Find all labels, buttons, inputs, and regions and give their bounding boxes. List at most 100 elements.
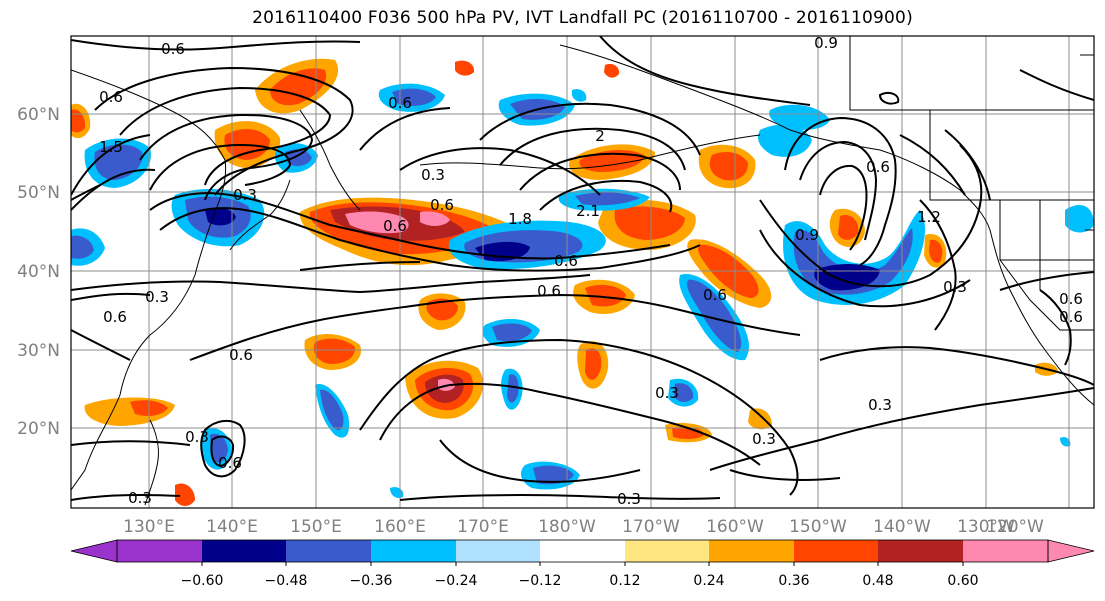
colorbar-extend-low [70,539,118,563]
negative-anomaly-patch-4-inner [533,465,574,485]
colorbar-tick-label: −0.36 [350,573,393,589]
contour-label: 0.3 [752,430,776,448]
contour-label: 0.6 [218,454,242,472]
negative-anomaly-patch-8 [1065,205,1094,233]
aleutians [419,134,761,170]
latitude-label: 20°N [17,419,60,439]
positive-anomaly-patch-7 [175,483,195,506]
negative-anomaly-north-1-inner [392,88,436,106]
negative-anomaly-165w-inner [687,279,742,352]
negative-anomaly-patch-5-inner [210,433,228,463]
colorbar-segment [963,540,1048,562]
latitude-label: 60°N [17,105,60,125]
contour-label: 1.5 [99,138,123,156]
longitude-label: 170°E [457,517,509,537]
negative-anomaly-patch-6 [769,104,830,130]
longitude-label: 180°W [538,517,596,537]
positive-anomaly-east-core [614,206,685,240]
contour-label: 0.6 [430,196,454,214]
negative-anomaly-patch-7-inner [674,383,694,402]
latitude-labels: 60°N 50°N 40°N 30°N 20°N [17,105,60,439]
contour-label: 0.9 [814,34,838,52]
colorbar: −0.60 −0.48 −0.36 −0.24 −0.12 0.12 0.24 0.36 0.4… [70,539,1095,589]
latitude-label: 30°N [17,341,60,361]
contour-label: 0.6 [866,158,890,176]
contour-label: 0.6 [537,282,561,300]
colorbar-segment [117,540,202,562]
colorbar-tick-label: 0.24 [693,573,724,589]
pv-contours [71,36,1094,501]
contour-label: 0.6 [229,346,253,364]
negative-anomaly-150e-inner [285,149,312,166]
contour-label: 0.3 [233,186,257,204]
positive-anomaly-patch-8 [748,408,772,430]
negative-anomaly-north-inner [575,192,640,206]
contour-label: 0.6 [1059,308,1083,326]
positive-anomaly-patch-3-core [585,348,602,380]
map-frame [70,35,1095,509]
colorbar-tick-label: −0.12 [519,573,562,589]
colorbar-segment [878,540,963,562]
contour-labels: 0.60.6 0.61.50.31.8 2.10.60.60.90.61.20.3 0… [99,34,1083,508]
negative-anomaly-patch-10 [390,487,404,498]
longitude-labels: 130°E 140°E 150°E 160°E 170°E 180°W 170°W 160°W… [123,517,1044,537]
positive-anomaly-145w-core [838,214,859,240]
longitude-label: 120°W [986,517,1044,537]
colorbar-segment [794,540,878,562]
longitude-label: 150°E [290,517,342,537]
na-west-coast [989,229,1094,406]
contour-label: 0.9 [795,226,819,244]
contour-label: 0.3 [128,489,152,507]
longitude-label: 150°W [789,517,847,537]
longitude-label: 160°E [374,517,426,537]
longitude-label: 170°W [622,517,680,537]
negative-anomaly-patch-3-inner [320,389,344,430]
contour-label: 2 [595,127,605,145]
colorbar-segment [456,540,540,562]
contour-label: 0.3 [421,166,445,184]
positive-anomaly-max [345,211,409,234]
negative-anomaly-west-edge-inner [71,235,94,259]
map-title: 2016110400 F036 500 hPa PV, IVT Landfall… [252,8,913,28]
positive-anomaly-max-2 [420,211,450,226]
kamchatka [299,109,361,211]
longitude-label: 140°W [873,517,931,537]
latitude-label: 50°N [17,183,60,203]
positive-anomaly-patch-2-core [585,284,626,307]
positive-anomaly-patch-10 [455,60,475,76]
asia-coast [71,69,227,491]
pv-anomaly-shading [71,58,1094,506]
political-borders [849,36,1094,331]
alaska-coast [559,44,991,231]
longitude-label: 140°E [206,517,258,537]
contour-label: 0.3 [145,288,169,306]
positive-anomaly-130w-core [929,239,943,263]
positive-anomaly-gulf-core [709,151,748,181]
contour-label: 0.3 [943,278,967,296]
contour-label: 0.3 [617,490,641,508]
contour-label: 0.6 [103,308,127,326]
contour-label: 0.6 [388,94,412,112]
colorbar-tick-label: 0.48 [862,573,893,589]
contour-label: 0.6 [161,40,185,58]
negative-anomaly-patch-1-inner [492,323,532,342]
contour-label: 0.6 [99,88,123,106]
latitude-label: 40°N [17,262,60,282]
positive-anomaly-patch-4-core [313,338,356,364]
negative-anomaly-patch-9 [1060,437,1071,447]
contour-label: 0.6 [383,217,407,235]
contour-label: 1.8 [508,210,532,228]
positive-anomaly-patch-1-core [426,298,458,321]
longitude-label: 130°W [957,517,1015,537]
colorbar-segment [202,540,286,562]
colorbar-tick-label: 0.12 [609,573,640,589]
colorbar-segment [709,540,794,562]
contour-label: 0.3 [868,396,892,414]
contour-label: 0.3 [185,428,209,446]
negative-anomaly-patch-2-inner [507,374,519,403]
colorbar-extend-high [1047,539,1095,563]
longitude-label: 160°W [706,517,764,537]
contour-label: 0.6 [554,252,578,270]
philippines [144,419,159,506]
